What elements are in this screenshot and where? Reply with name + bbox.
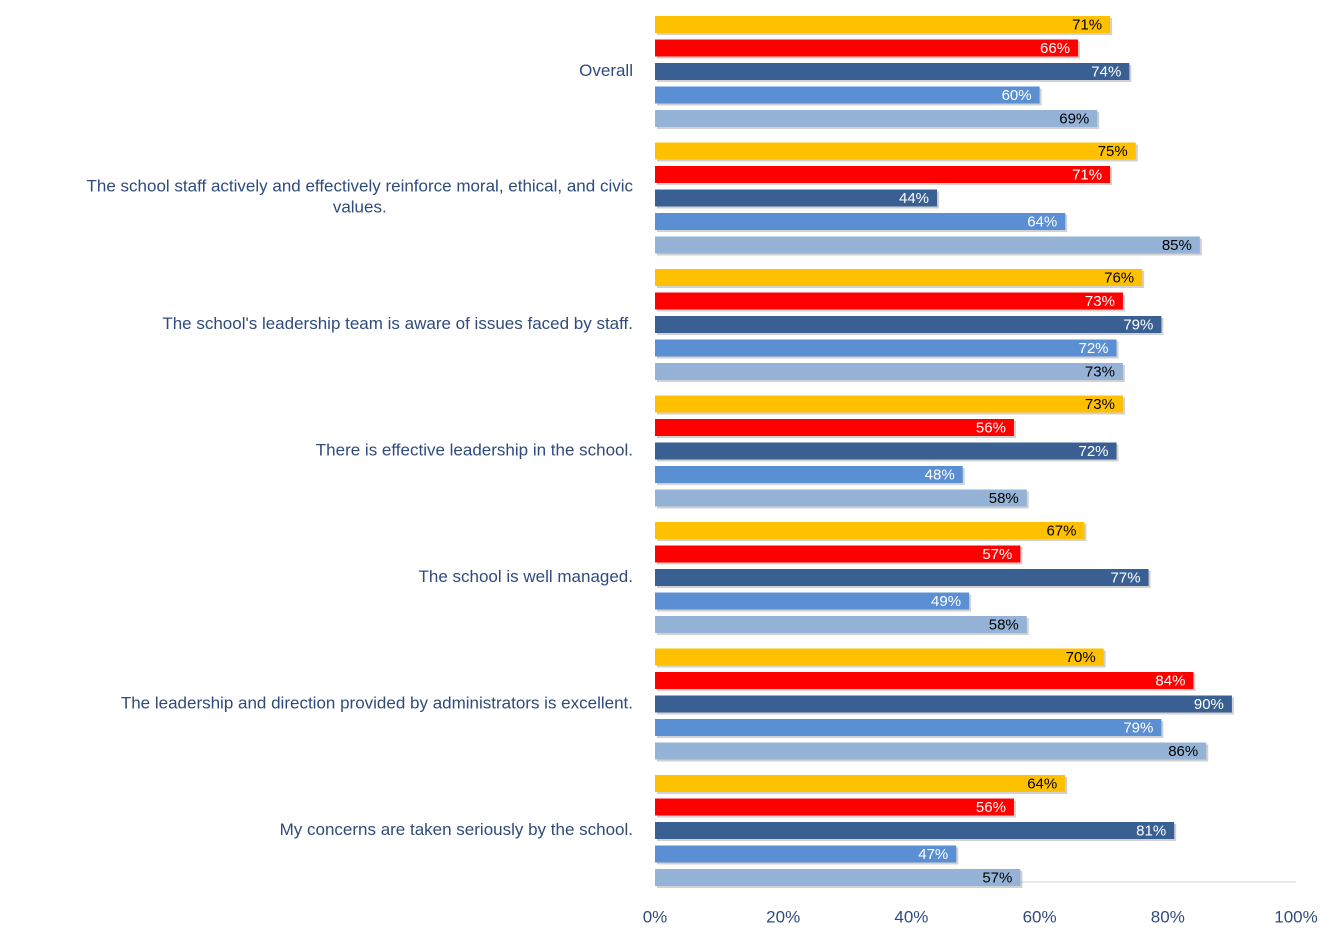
value-label: 75% xyxy=(1098,143,1128,160)
value-label: 84% xyxy=(1155,672,1185,689)
bar xyxy=(655,775,1066,792)
x-tick-label: 80% xyxy=(1151,907,1185,926)
bar xyxy=(655,166,1111,183)
bar xyxy=(655,569,1149,586)
value-label: 74% xyxy=(1091,63,1121,80)
value-label: 64% xyxy=(1027,213,1057,230)
x-tick-label: 20% xyxy=(766,907,800,926)
value-label: 44% xyxy=(899,190,929,207)
value-label: 48% xyxy=(925,466,955,483)
bar xyxy=(655,522,1085,539)
value-label: 71% xyxy=(1072,166,1102,183)
x-tick-label: 100% xyxy=(1274,907,1317,926)
category-line: The school staff actively and effectivel… xyxy=(87,177,634,196)
value-label: 64% xyxy=(1027,775,1057,792)
value-label: 60% xyxy=(1002,87,1032,104)
category-line: values. xyxy=(333,198,387,217)
x-tick-label: 40% xyxy=(894,907,928,926)
bar xyxy=(655,339,1117,357)
value-label: 58% xyxy=(989,616,1019,633)
bar xyxy=(655,213,1066,230)
category-label: Overall xyxy=(579,61,633,80)
category-label: The school staff actively and effectivel… xyxy=(87,177,634,217)
bar xyxy=(655,16,1111,33)
bar xyxy=(655,419,1014,436)
value-label: 79% xyxy=(1123,316,1153,333)
bar xyxy=(655,466,963,483)
bar xyxy=(655,269,1143,286)
bar xyxy=(655,592,970,610)
value-label: 72% xyxy=(1078,340,1108,357)
value-label: 58% xyxy=(989,490,1019,507)
bar xyxy=(655,395,1123,413)
value-label: 81% xyxy=(1136,822,1166,839)
value-label: 71% xyxy=(1072,16,1102,33)
x-tick-label: 60% xyxy=(1023,907,1057,926)
value-label: 90% xyxy=(1194,696,1224,713)
value-label: 70% xyxy=(1066,649,1096,666)
value-label: 57% xyxy=(982,546,1012,563)
bar xyxy=(655,822,1175,839)
value-label: 85% xyxy=(1162,237,1192,254)
bar xyxy=(655,545,1021,563)
bar xyxy=(655,442,1117,460)
bar xyxy=(655,39,1079,57)
value-label: 73% xyxy=(1085,363,1115,380)
category-label: There is effective leadership in the sch… xyxy=(316,440,633,459)
bar xyxy=(655,292,1123,310)
bar xyxy=(655,86,1040,104)
value-label: 56% xyxy=(976,419,1006,436)
value-label: 69% xyxy=(1059,110,1089,127)
category-label: The school's leadership team is aware of… xyxy=(162,314,633,333)
value-label: 72% xyxy=(1078,443,1108,460)
value-label: 73% xyxy=(1085,396,1115,413)
value-label: 86% xyxy=(1168,743,1198,760)
value-label: 49% xyxy=(931,593,961,610)
bar xyxy=(655,798,1014,816)
value-label: 47% xyxy=(918,846,948,863)
bar xyxy=(655,236,1200,254)
category-label: My concerns are taken seriously by the s… xyxy=(280,820,633,839)
value-label: 76% xyxy=(1104,269,1134,286)
bar xyxy=(655,672,1194,689)
bar xyxy=(655,648,1104,666)
bar xyxy=(655,142,1136,160)
value-label: 66% xyxy=(1040,40,1070,57)
value-label: 79% xyxy=(1123,719,1153,736)
category-label: The school is well managed. xyxy=(418,567,633,586)
bar xyxy=(655,869,1021,886)
value-label: 56% xyxy=(976,799,1006,816)
bar xyxy=(655,316,1162,333)
value-label: 77% xyxy=(1111,569,1141,586)
category-label: The leadership and direction provided by… xyxy=(121,693,633,712)
bar xyxy=(655,189,938,207)
bar xyxy=(655,110,1098,127)
value-label: 67% xyxy=(1046,522,1076,539)
bar xyxy=(655,845,957,863)
value-label: 73% xyxy=(1085,293,1115,310)
value-label: 57% xyxy=(982,869,1012,886)
bar xyxy=(655,695,1232,713)
bar xyxy=(655,719,1162,736)
bar xyxy=(655,489,1027,507)
bar xyxy=(655,363,1123,380)
bar xyxy=(655,616,1027,633)
bar xyxy=(655,63,1130,80)
bar xyxy=(655,742,1207,760)
x-tick-label: 0% xyxy=(643,907,668,926)
